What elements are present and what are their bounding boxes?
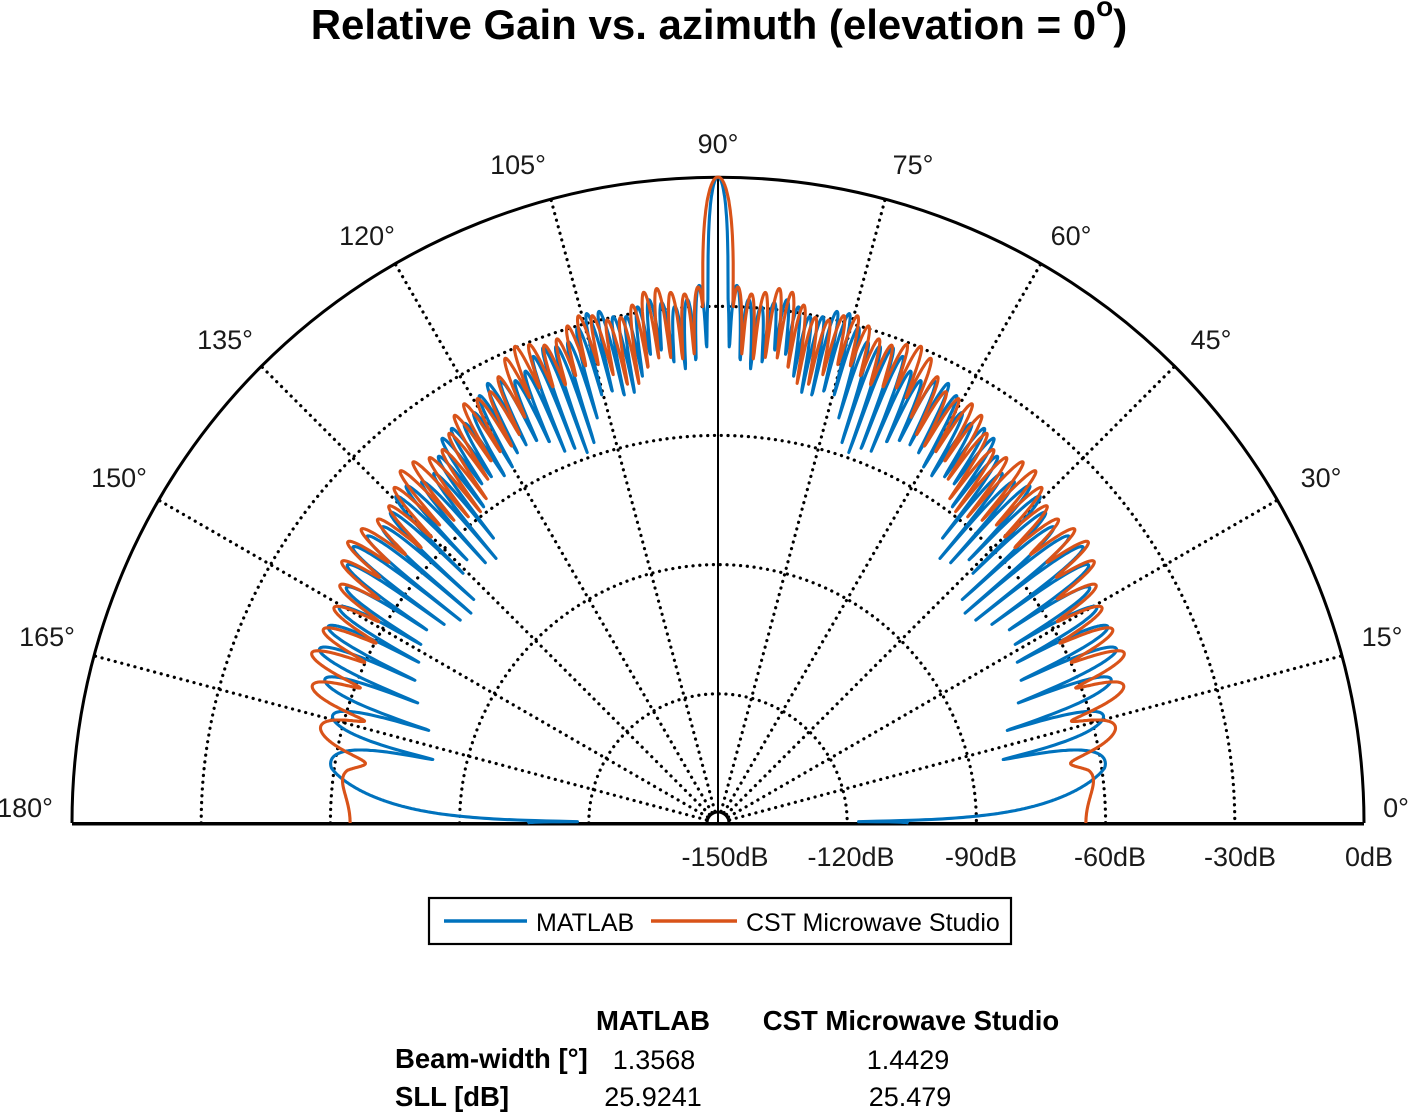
svg-text:1.3568: 1.3568	[613, 1045, 696, 1075]
svg-text:15°: 15°	[1362, 622, 1403, 652]
svg-text:MATLAB: MATLAB	[596, 1005, 710, 1036]
svg-text:Beam-width [°]: Beam-width [°]	[395, 1043, 588, 1074]
svg-text:0°: 0°	[1383, 793, 1408, 823]
svg-text:CST Microwave Studio: CST Microwave Studio	[763, 1005, 1059, 1036]
svg-text:120°: 120°	[339, 221, 395, 251]
svg-text:180°: 180°	[0, 793, 53, 823]
svg-text:CST Microwave Studio: CST Microwave Studio	[746, 909, 1000, 937]
svg-text:165°: 165°	[19, 622, 75, 652]
svg-text:-120dB: -120dB	[807, 842, 894, 872]
svg-text:-60dB: -60dB	[1074, 842, 1146, 872]
svg-text:-150dB: -150dB	[681, 842, 768, 872]
svg-text:30°: 30°	[1301, 463, 1342, 493]
svg-text:-90dB: -90dB	[945, 842, 1017, 872]
svg-text:135°: 135°	[197, 325, 253, 355]
svg-text:75°: 75°	[893, 150, 934, 180]
svg-text:150°: 150°	[91, 463, 147, 493]
svg-text:SLL [dB]: SLL [dB]	[395, 1081, 509, 1112]
svg-text:60°: 60°	[1051, 221, 1092, 251]
svg-text:MATLAB: MATLAB	[536, 909, 634, 937]
svg-text:25.9241: 25.9241	[604, 1082, 702, 1112]
svg-text:105°: 105°	[490, 150, 546, 180]
svg-text:45°: 45°	[1191, 325, 1232, 355]
svg-text:0dB: 0dB	[1345, 842, 1393, 872]
svg-text:1.4429: 1.4429	[867, 1045, 950, 1075]
svg-text:25.479: 25.479	[869, 1082, 952, 1112]
svg-text:Relative Gain vs. azimuth (ele: Relative Gain vs. azimuth (elevation = 0…	[311, 0, 1128, 48]
svg-text:-30dB: -30dB	[1204, 842, 1276, 872]
svg-text:90°: 90°	[698, 129, 739, 159]
